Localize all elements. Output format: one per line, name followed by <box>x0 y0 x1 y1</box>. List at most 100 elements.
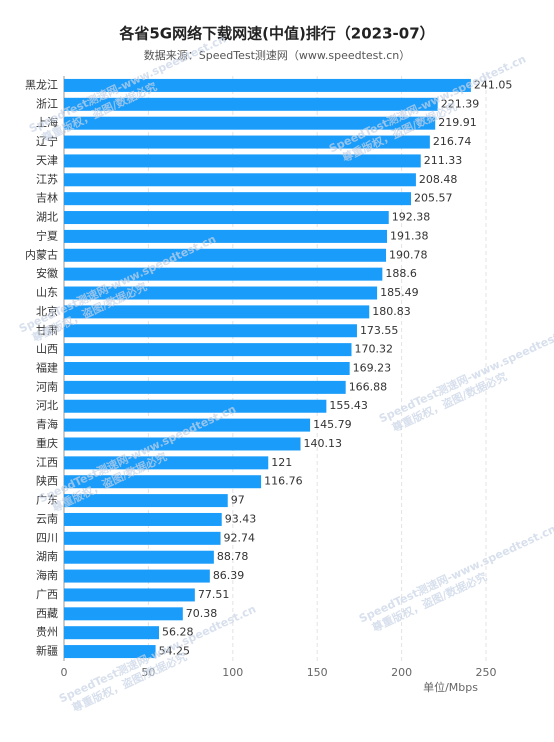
value-label: 219.91 <box>438 116 477 129</box>
bar <box>64 380 346 394</box>
value-label: 188.6 <box>385 267 417 280</box>
value-label: 169.23 <box>353 362 392 375</box>
y-tick-label: 海南 <box>36 568 58 582</box>
y-tick-label: 黑龙江 <box>25 78 58 91</box>
bar <box>64 97 438 111</box>
bar <box>64 116 436 130</box>
watermark-text: SpeedTest测速网-www.speedtest.cn <box>357 522 554 626</box>
watermark: SpeedTest测速网-www.speedtest.cn尊重版权，盗图/数据必… <box>357 522 554 635</box>
watermark-text: SpeedTest测速网-www.speedtest.cn <box>37 402 238 506</box>
y-tick-label: 湖北 <box>36 211 58 224</box>
value-label: 92.74 <box>224 531 256 544</box>
value-label: 192.38 <box>392 211 431 224</box>
bar <box>64 418 311 432</box>
value-label: 121 <box>271 456 292 469</box>
watermark-text: SpeedTest测速网-www.speedtest.cn <box>17 232 218 336</box>
bar <box>64 475 262 489</box>
bar <box>64 78 471 92</box>
value-label: 155.43 <box>329 399 368 412</box>
y-tick-label: 上海 <box>36 115 58 129</box>
y-tick-label: 贵州 <box>36 626 58 639</box>
y-tick-label: 浙江 <box>36 97 58 110</box>
value-label: 70.38 <box>186 607 218 620</box>
chart-subtitle: 数据来源：SpeedTest测速网（www.speedtest.cn） <box>144 48 411 62</box>
value-label: 166.88 <box>349 380 388 393</box>
value-label: 93.43 <box>225 512 257 525</box>
y-tick-label: 四川 <box>36 531 58 544</box>
y-tick-label: 西藏 <box>36 607 58 620</box>
bar <box>64 588 195 602</box>
y-tick-label: 江西 <box>36 456 58 469</box>
bar <box>64 607 183 621</box>
x-tick-label: 0 <box>61 666 68 679</box>
y-tick-label: 内蒙古 <box>25 247 58 261</box>
y-tick-label: 云南 <box>36 512 58 525</box>
x-tick-label: 250 <box>476 666 497 679</box>
y-tick-label: 重庆 <box>36 436 58 450</box>
bar <box>64 531 221 545</box>
x-tick-label: 50 <box>141 666 155 679</box>
bar <box>64 494 228 508</box>
y-tick-label: 河南 <box>36 380 58 393</box>
bar <box>64 645 156 659</box>
value-label: 221.39 <box>441 97 480 110</box>
bar <box>64 324 357 338</box>
bar <box>64 362 350 375</box>
bar <box>64 456 269 470</box>
value-label: 211.33 <box>424 154 463 167</box>
bar <box>64 343 352 357</box>
bar <box>64 211 389 225</box>
x-tick-label: 100 <box>222 666 243 679</box>
value-label: 116.76 <box>264 475 303 488</box>
value-label: 185.49 <box>380 286 419 299</box>
bar <box>64 512 222 526</box>
y-tick-label: 河北 <box>36 399 58 412</box>
y-tick-label: 新疆 <box>36 644 58 658</box>
value-label: 180.83 <box>372 305 411 318</box>
value-label: 191.38 <box>390 229 429 242</box>
y-tick-label: 北京 <box>36 304 58 318</box>
watermark: SpeedTest测速网-www.speedtest.cn尊重版权，盗图/数据必… <box>377 322 554 435</box>
value-label: 56.28 <box>162 626 194 639</box>
bar <box>64 229 388 243</box>
bar <box>64 569 210 583</box>
watermark-text: SpeedTest测速网-www.speedtest.cn <box>377 322 554 426</box>
y-tick-label: 安徽 <box>36 266 58 280</box>
bar <box>64 550 214 564</box>
value-label: 241.05 <box>474 78 513 91</box>
value-label: 173.55 <box>360 324 399 337</box>
x-axis-label: 单位/Mbps <box>423 680 478 694</box>
value-label: 86.39 <box>213 569 245 582</box>
chart-title: 各省5G网络下载网速(中值)排行（2023-07） <box>118 25 434 43</box>
y-tick-label: 广西 <box>36 588 58 601</box>
value-label: 88.78 <box>217 550 249 563</box>
value-label: 216.74 <box>433 135 472 148</box>
y-tick-label: 辽宁 <box>36 134 58 148</box>
bar <box>64 135 430 149</box>
y-tick-label: 甘肃 <box>36 324 58 337</box>
y-tick-label: 青海 <box>36 417 58 431</box>
value-label: 54.25 <box>159 645 191 658</box>
y-tick-label: 陕西 <box>36 474 58 488</box>
y-tick-label: 宁夏 <box>36 228 58 242</box>
bar <box>64 248 387 262</box>
value-label: 170.32 <box>355 343 394 356</box>
value-label: 205.57 <box>414 192 453 205</box>
value-label: 77.51 <box>198 588 230 601</box>
y-tick-label: 山西 <box>36 343 58 356</box>
y-tick-label: 广东 <box>36 494 58 507</box>
y-tick-label: 江苏 <box>36 173 58 186</box>
value-label: 208.48 <box>419 173 458 186</box>
y-tick-label: 湖南 <box>36 550 58 563</box>
bar <box>64 286 378 300</box>
value-label: 190.78 <box>389 248 428 261</box>
value-label: 140.13 <box>304 437 343 450</box>
bar <box>64 267 383 281</box>
bar <box>64 305 370 319</box>
x-tick-label: 150 <box>307 666 328 679</box>
y-tick-label: 吉林 <box>36 191 58 205</box>
y-tick-label: 天津 <box>36 154 58 167</box>
y-tick-label: 山东 <box>36 286 58 299</box>
bar <box>64 399 327 413</box>
